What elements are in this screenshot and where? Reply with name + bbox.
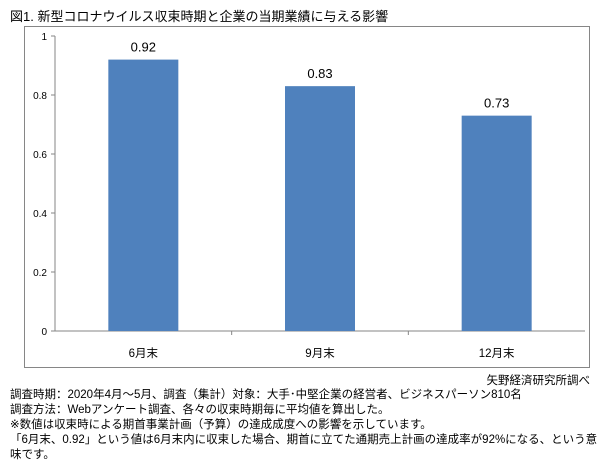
data-label: 0.83 — [307, 66, 332, 81]
note-line: ※数値は収束時による期首事業計画（予算）の達成成度への影響を示しています。 — [10, 419, 432, 431]
bar — [461, 115, 532, 332]
y-tick-label: 0.6 — [33, 150, 47, 161]
y-tick-label: 0.4 — [33, 209, 47, 220]
x-tick-label: 12月末 — [479, 346, 515, 360]
bar — [285, 86, 355, 332]
x-tick-label: 6月末 — [129, 346, 159, 360]
y-tick-label: 0.2 — [33, 268, 47, 279]
note-line: 「6月末、0.92」という値は6月末内に収束した場合、期首に立てた通期売上計画の… — [10, 434, 598, 461]
data-label: 0.73 — [484, 96, 509, 111]
note-line: 調査方法：Webアンケート調査、各々の収束時期毎に平均値を算出した。 — [10, 404, 390, 416]
chart-frame — [24, 26, 590, 368]
notes: 調査時期：2020年4月～5月、調査（集計）対象：大手･中堅企業の経営者、ビジネ… — [10, 388, 600, 463]
y-tick-label: 0 — [41, 327, 47, 338]
y-tick-label: 0.8 — [33, 91, 47, 102]
source-label: 矢野経済研究所調べ — [486, 375, 591, 387]
chart-title: 図1. 新型コロナウイルス収束時期と企業の当期業績に与える影響 — [10, 9, 389, 24]
data-label: 0.92 — [131, 40, 156, 55]
y-tick-label: 1 — [41, 32, 47, 43]
note-line: 調査時期：2020年4月～5月、調査（集計）対象：大手･中堅企業の経営者、ビジネ… — [10, 389, 522, 401]
bar — [108, 59, 179, 331]
x-tick-label: 9月末 — [305, 346, 335, 360]
